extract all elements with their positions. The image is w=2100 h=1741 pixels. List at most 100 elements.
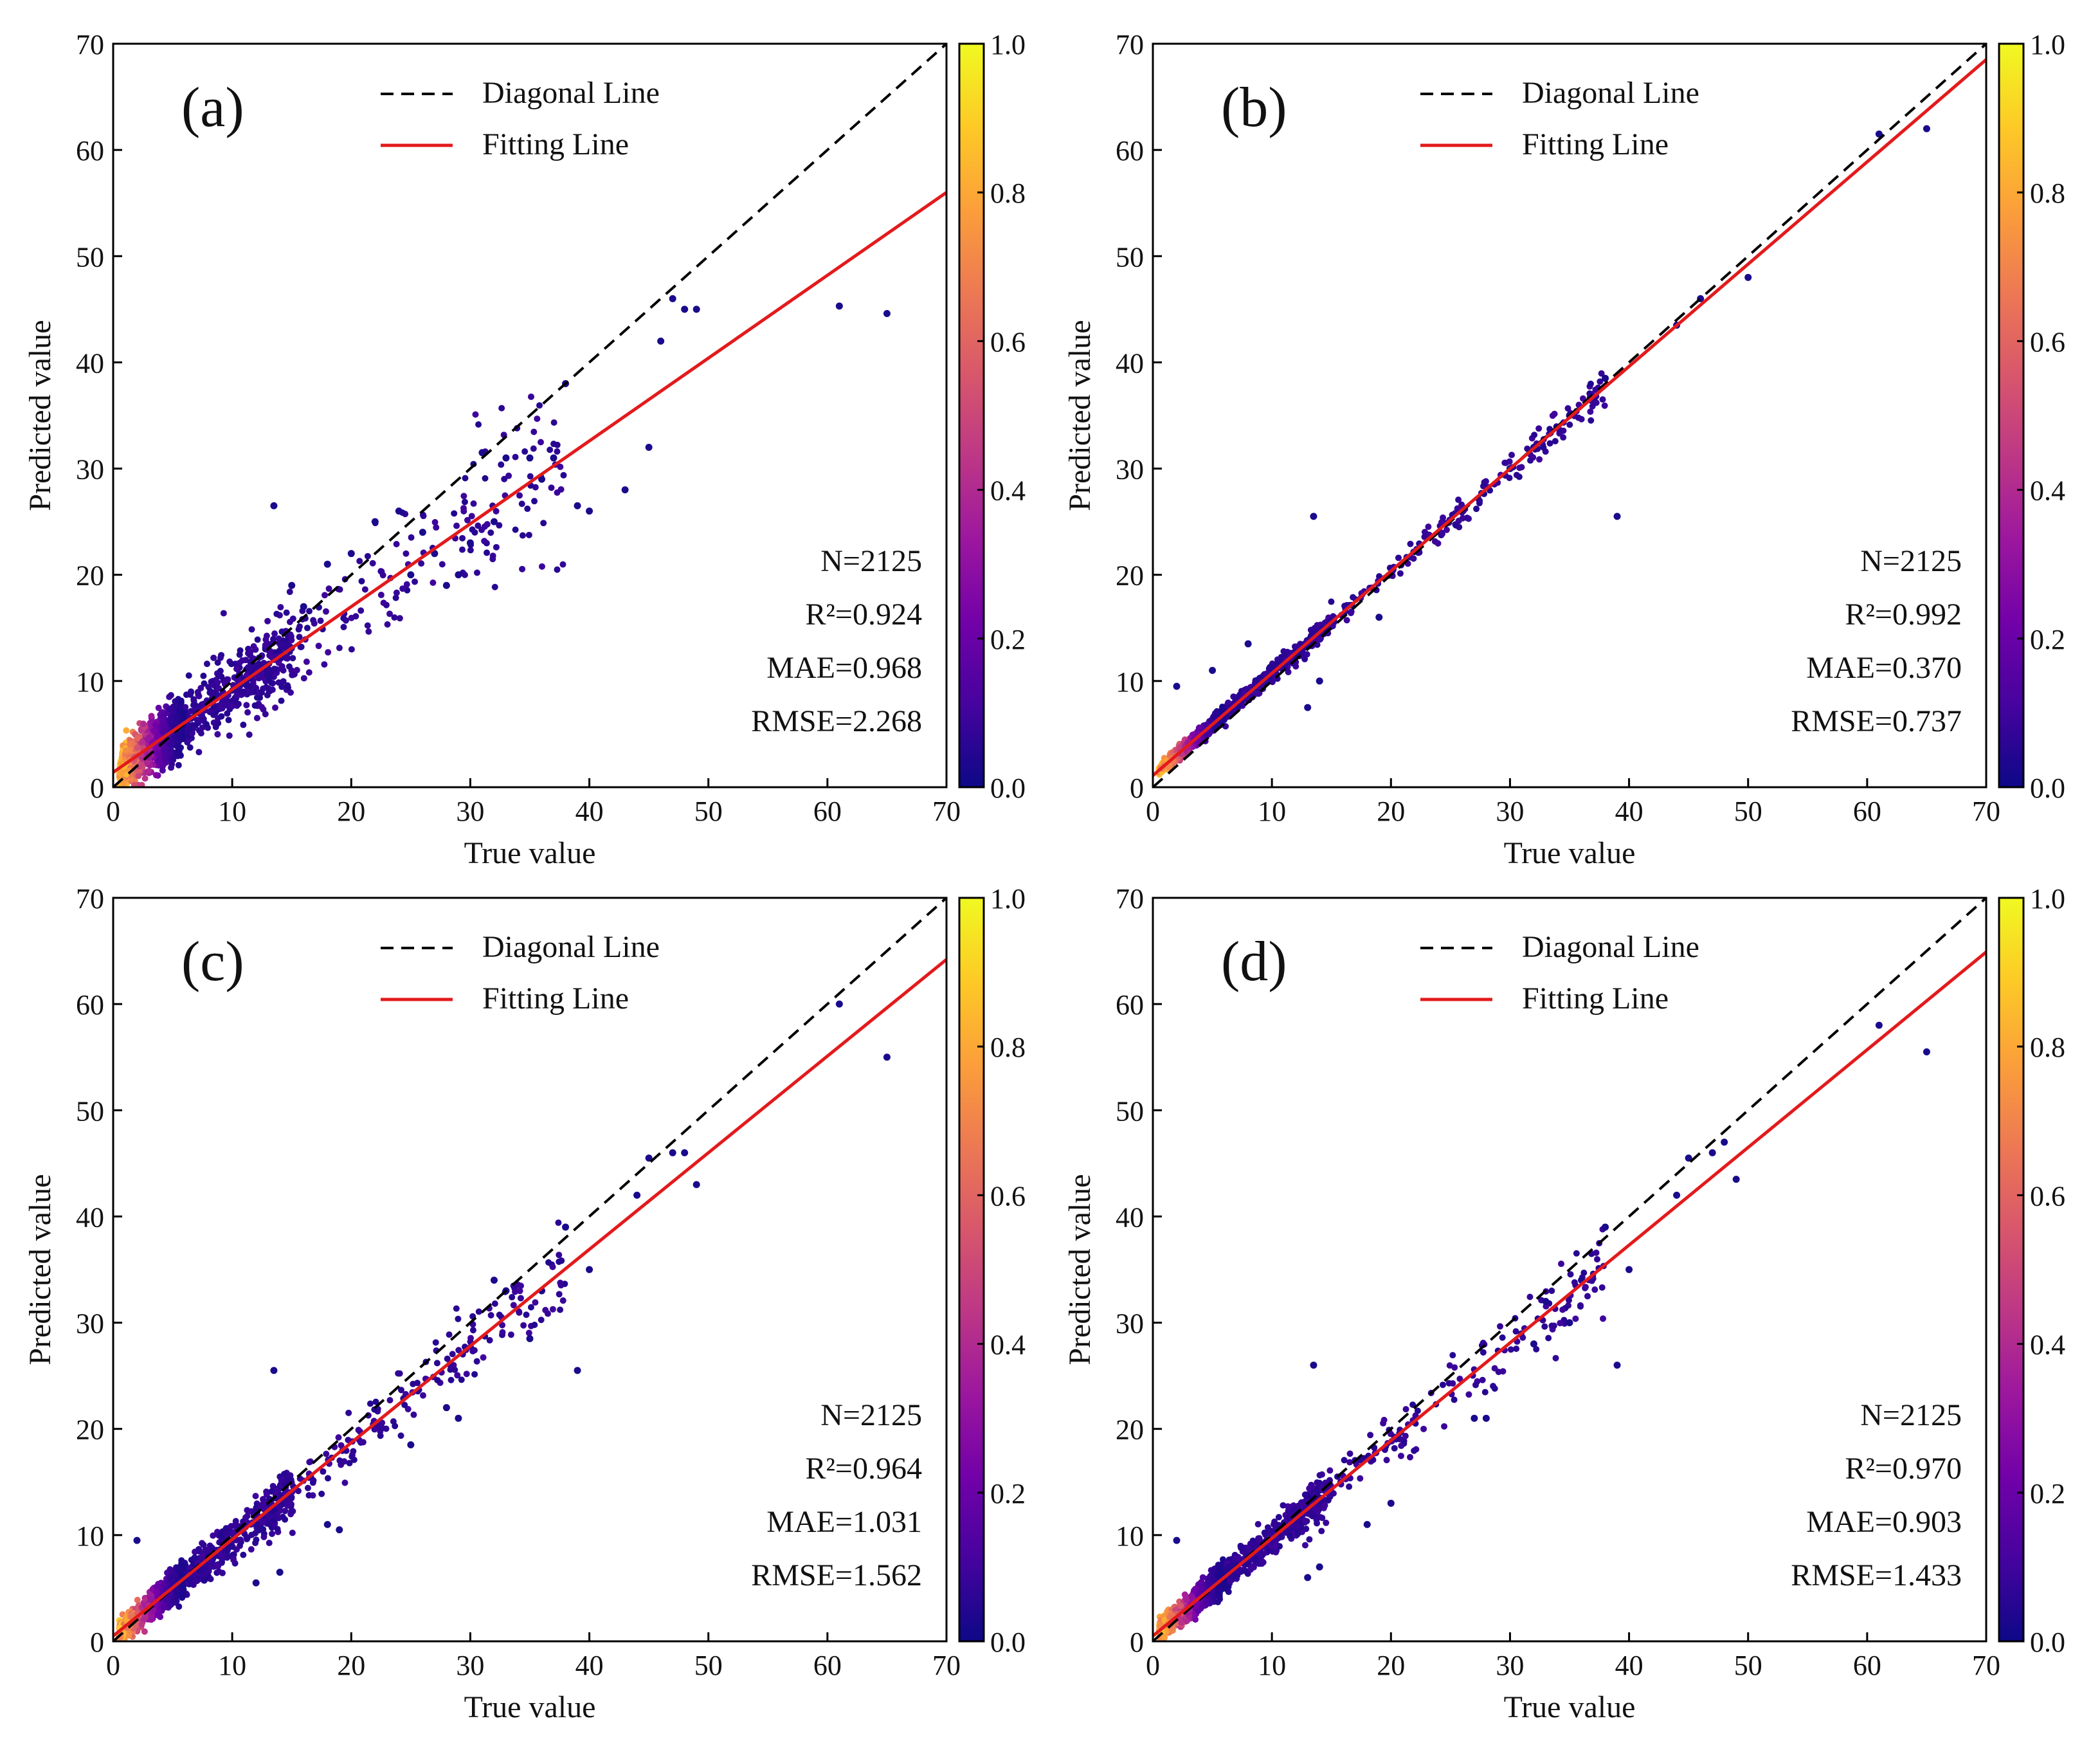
- data-point: [232, 1520, 239, 1527]
- x-tick-label: 20: [337, 1650, 365, 1681]
- data-point: [300, 603, 307, 610]
- data-point: [271, 665, 278, 672]
- colorbar-tick-label: 0.6: [2030, 326, 2065, 358]
- data-point: [253, 1536, 260, 1544]
- data-point: [257, 1504, 264, 1511]
- data-point: [401, 1401, 408, 1408]
- x-tick-label: 40: [1615, 796, 1643, 827]
- data-point: [364, 552, 371, 560]
- data-point: [325, 585, 332, 592]
- data-point: [1598, 370, 1605, 377]
- x-tick-label: 10: [1258, 796, 1286, 827]
- data-point: [469, 1327, 476, 1334]
- data-point: [559, 1297, 566, 1304]
- data-point: [180, 709, 187, 716]
- colorbar-tick-label: 0.8: [2030, 178, 2065, 209]
- data-point: [200, 672, 207, 679]
- data-point: [225, 716, 232, 724]
- data-point: [549, 1263, 556, 1270]
- data-point: [1280, 648, 1287, 655]
- data-point: [480, 1354, 487, 1361]
- data-point: [507, 1331, 514, 1338]
- data-point: [1465, 1391, 1472, 1398]
- data-point: [451, 510, 458, 517]
- data-point: [141, 1614, 149, 1621]
- data-point: [317, 617, 324, 624]
- data-point: [240, 1551, 247, 1558]
- data-point: [220, 610, 227, 617]
- data-point: [283, 609, 290, 616]
- data-point: [538, 475, 546, 483]
- data-point: [397, 1387, 404, 1394]
- data-point: [340, 624, 347, 631]
- data-point: [138, 1621, 145, 1628]
- data-point: [215, 1568, 222, 1575]
- data-point: [260, 1533, 267, 1540]
- data-point: [137, 761, 144, 769]
- colorbar-tick-label: 0.2: [2030, 624, 2065, 655]
- data-point: [392, 1423, 399, 1430]
- data-point: [471, 1371, 478, 1378]
- y-tick-label: 40: [76, 347, 104, 379]
- data-point: [883, 1053, 891, 1061]
- data-point: [453, 522, 460, 529]
- data-point: [120, 779, 127, 787]
- data-point: [419, 529, 426, 536]
- data-point: [324, 1475, 331, 1482]
- data-point: [657, 337, 665, 345]
- y-tick-label: 30: [76, 1308, 104, 1340]
- data-point: [348, 614, 355, 621]
- data-point: [358, 607, 365, 614]
- y-tick-label: 50: [1116, 241, 1144, 273]
- colorbar-tick-label: 0.0: [2030, 772, 2065, 804]
- data-point: [160, 722, 167, 729]
- data-point: [393, 589, 400, 596]
- x-axis-label: True value: [1504, 836, 1636, 870]
- data-point: [574, 502, 581, 509]
- data-point: [403, 550, 410, 557]
- data-point: [1348, 608, 1355, 615]
- data-point: [547, 446, 554, 453]
- data-point: [248, 626, 255, 633]
- data-point: [1513, 471, 1520, 479]
- data-point: [287, 1476, 294, 1483]
- data-point: [489, 556, 496, 563]
- data-point: [451, 1366, 458, 1373]
- data-point: [446, 1331, 453, 1338]
- data-point: [501, 475, 508, 482]
- data-point: [1526, 1293, 1534, 1300]
- data-point: [203, 721, 210, 728]
- data-point: [223, 702, 230, 709]
- x-tick-label: 30: [456, 796, 484, 827]
- data-point: [229, 702, 236, 709]
- data-point: [168, 715, 176, 722]
- data-point: [152, 722, 159, 729]
- data-point: [345, 1409, 352, 1416]
- data-point: [512, 453, 519, 460]
- data-point: [1518, 464, 1525, 471]
- data-point: [163, 1597, 170, 1604]
- data-point: [434, 1376, 441, 1383]
- data-point: [248, 1546, 255, 1553]
- data-point: [530, 445, 537, 452]
- colorbar-tick-label: 0.0: [990, 1627, 1026, 1658]
- data-point: [179, 1594, 186, 1601]
- data-point: [224, 1547, 231, 1554]
- data-point: [1601, 402, 1608, 409]
- y-tick-label: 20: [76, 560, 104, 592]
- data-point: [1341, 1457, 1348, 1464]
- data-point: [404, 1405, 412, 1412]
- colorbar: [958, 897, 985, 1643]
- data-point: [284, 655, 291, 662]
- data-point: [481, 523, 488, 530]
- data-point: [346, 1459, 353, 1466]
- data-point: [645, 444, 653, 451]
- data-point: [1431, 538, 1438, 545]
- data-point: [148, 713, 155, 720]
- x-tick-label: 0: [106, 1650, 120, 1681]
- data-point: [1593, 1256, 1600, 1263]
- y-axis-label: Predicted value: [1063, 320, 1097, 511]
- data-point: [228, 661, 235, 668]
